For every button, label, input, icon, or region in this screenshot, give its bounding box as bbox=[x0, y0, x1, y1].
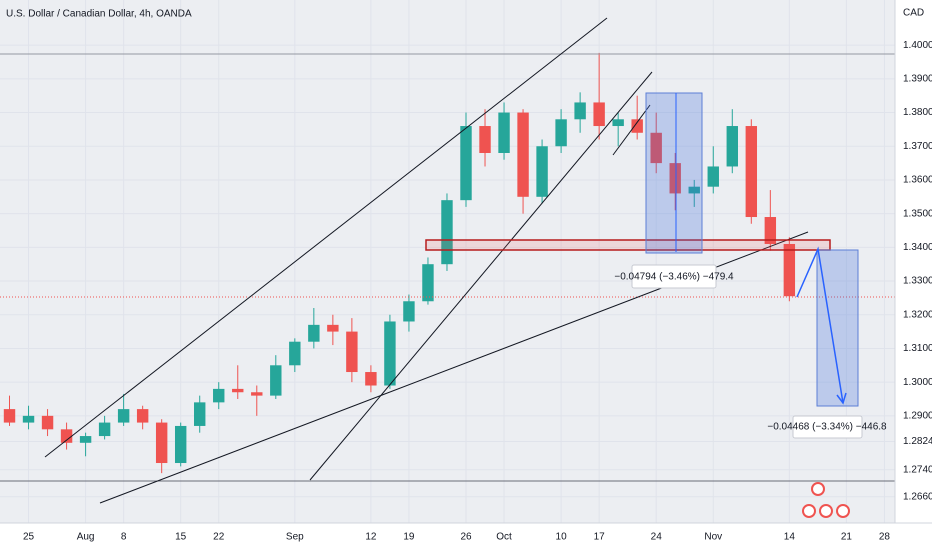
candle-body bbox=[631, 119, 643, 133]
y-tick-label: 1.40000 bbox=[903, 40, 932, 51]
chart-title: U.S. Dollar / Canadian Dollar, 4h, OANDA bbox=[6, 9, 192, 20]
candle-body bbox=[555, 119, 567, 147]
candle-body bbox=[155, 422, 168, 464]
event-icon bbox=[819, 504, 833, 518]
candle-body bbox=[498, 112, 510, 153]
x-tick-label: 19 bbox=[403, 532, 415, 543]
candle-body bbox=[479, 126, 491, 153]
candle-body bbox=[79, 436, 92, 443]
candle-body bbox=[669, 163, 681, 194]
x-tick-label: Sep bbox=[286, 532, 304, 543]
y-tick-label: 1.35000 bbox=[903, 208, 932, 219]
candle-body bbox=[650, 132, 662, 164]
candle-body bbox=[612, 119, 624, 127]
currency-label: CAD bbox=[903, 8, 924, 19]
x-tick-label: Aug bbox=[77, 532, 95, 543]
x-tick-label: 15 bbox=[175, 532, 187, 543]
x-tick-label: 17 bbox=[594, 532, 606, 543]
candle-body bbox=[726, 126, 738, 167]
candle-body bbox=[707, 166, 719, 187]
x-tick-label: 21 bbox=[841, 532, 853, 543]
candle-body bbox=[536, 146, 548, 197]
candle-body bbox=[136, 409, 149, 423]
projection-path bbox=[796, 246, 844, 404]
candle-body bbox=[764, 217, 777, 244]
x-tick-label: 22 bbox=[213, 532, 225, 543]
y-tick-label: 1.29000 bbox=[903, 410, 932, 421]
candle-body bbox=[384, 321, 396, 386]
candle-body bbox=[422, 264, 434, 302]
candle-body bbox=[403, 301, 415, 322]
candle-body bbox=[232, 388, 244, 393]
candle-body bbox=[593, 102, 605, 127]
y-tick-label: 1.27400 bbox=[903, 464, 932, 475]
candle-body bbox=[688, 186, 700, 194]
candle-body bbox=[98, 422, 111, 437]
annotation-box bbox=[631, 264, 717, 289]
x-tick-label: 12 bbox=[365, 532, 377, 543]
event-icons bbox=[802, 482, 850, 518]
candle-body bbox=[346, 331, 358, 373]
candle-body bbox=[22, 415, 35, 423]
y-tick-label: 1.39000 bbox=[903, 73, 932, 84]
y-tick-label: 1.38000 bbox=[903, 107, 932, 118]
candle-body bbox=[3, 409, 16, 423]
measure-box bbox=[645, 92, 703, 254]
x-tick-label: 26 bbox=[460, 532, 472, 543]
annotation: −0.04794 (−3.46%) −479.4 bbox=[614, 272, 734, 283]
annotation-box bbox=[792, 415, 863, 439]
y-tick-label: 1.32000 bbox=[903, 309, 932, 320]
candles bbox=[3, 52, 796, 474]
candle-body bbox=[517, 112, 529, 197]
x-tick-label: 14 bbox=[784, 532, 796, 543]
candle-body bbox=[327, 324, 339, 332]
candle-body bbox=[213, 388, 225, 403]
y-tick-label: 1.31000 bbox=[903, 343, 932, 354]
event-icon bbox=[836, 504, 850, 518]
event-icon bbox=[811, 482, 825, 496]
candle-body bbox=[460, 126, 472, 201]
candle-body bbox=[745, 126, 758, 218]
trend-line bbox=[612, 104, 651, 156]
trend-line bbox=[309, 71, 653, 481]
y-tick-label: 1.26600 bbox=[903, 491, 932, 502]
x-tick-label: Nov bbox=[704, 532, 722, 543]
event-icon bbox=[802, 504, 816, 518]
annotation: −0.04468 (−3.34%) −446.8 bbox=[767, 422, 887, 433]
candle-body bbox=[60, 429, 73, 443]
candle-body bbox=[365, 372, 377, 386]
candle-body bbox=[251, 392, 263, 396]
x-tick-label: 25 bbox=[23, 532, 35, 543]
candle-body bbox=[117, 409, 130, 423]
grid bbox=[0, 0, 895, 523]
y-tick-label: 1.30000 bbox=[903, 377, 932, 388]
x-tick-label: 28 bbox=[879, 532, 891, 543]
candle-body bbox=[41, 415, 54, 430]
trend-line bbox=[44, 17, 608, 458]
candle-body bbox=[289, 341, 301, 366]
resistance-zone bbox=[425, 239, 831, 251]
candle-body bbox=[441, 200, 453, 265]
x-tick-label: 10 bbox=[556, 532, 568, 543]
measure-box bbox=[816, 249, 859, 407]
y-tick-label: 1.34000 bbox=[903, 242, 932, 253]
x-tick-label: Oct bbox=[496, 532, 512, 543]
axes: 1.40000 1.39000 1.38000 1.37000 1.36000 1.350… bbox=[23, 40, 932, 543]
x-tick-label: 8 bbox=[121, 532, 127, 543]
y-tick-label: 1.36000 bbox=[903, 175, 932, 186]
candle-body bbox=[783, 243, 796, 297]
y-tick-label: 1.33000 bbox=[903, 276, 932, 287]
y-tick-label: 1.28240 bbox=[903, 436, 932, 447]
projection-arrowhead bbox=[836, 392, 847, 405]
candle-body bbox=[270, 365, 282, 396]
candle-body bbox=[308, 324, 320, 342]
x-tick-label: 24 bbox=[651, 532, 663, 543]
candle-body bbox=[174, 425, 187, 464]
candle-body bbox=[574, 102, 586, 120]
y-tick-label: 1.37000 bbox=[903, 141, 932, 152]
candle-body bbox=[194, 402, 206, 426]
